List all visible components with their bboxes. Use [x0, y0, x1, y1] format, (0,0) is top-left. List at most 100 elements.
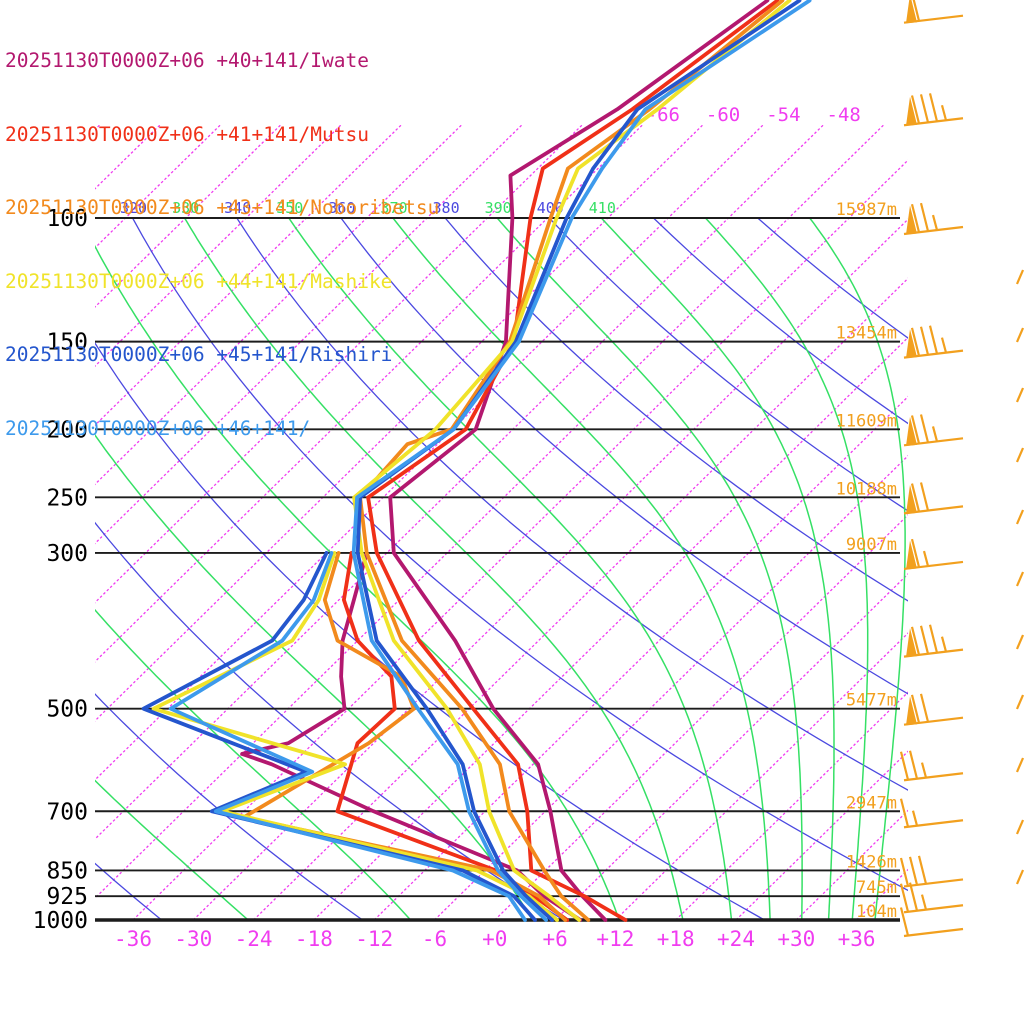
- theta-label: 380: [433, 199, 460, 217]
- dry-adiabat-line: [340, 218, 908, 695]
- moist-adiabat-line: [600, 218, 835, 920]
- dry-adiabat-line: [444, 218, 908, 602]
- pressure-label: 200: [46, 417, 88, 443]
- temp-tick-label: -12: [355, 927, 393, 951]
- wind-barb: [903, 624, 964, 658]
- moist-adiabat-line: [704, 218, 869, 920]
- isotherm-line: [313, 336, 908, 920]
- isotherm-line: [95, 125, 643, 663]
- pressure-label: 300: [46, 541, 88, 567]
- dry-adiabat-line: [95, 341, 766, 920]
- temp-axis-labels: -36 -30 -24 -18 -12 -6 +0 +6 +12 +18 +24 +30 +36: [114, 927, 876, 951]
- temp-tick-label: +36: [838, 927, 876, 951]
- temperature-curve-rishiri: [355, 0, 802, 922]
- isotherm-line: [735, 750, 908, 920]
- isotherm-line: [95, 125, 824, 840]
- theta-label: 370: [380, 199, 407, 217]
- temp-tick-label: +30: [777, 927, 815, 951]
- theta-label: 320: [120, 199, 147, 217]
- isotherm-line: [95, 125, 402, 427]
- isotherm-line: [614, 632, 908, 920]
- isotherm-line: [95, 125, 583, 604]
- temp-tick-label: -18: [295, 927, 333, 951]
- theta-label: 390: [485, 199, 512, 217]
- dry-adiabat-line: [95, 521, 565, 920]
- dewpoint-curve-46141: [168, 551, 527, 922]
- pressure-label: 700: [46, 799, 88, 825]
- temp-tick-label: +12: [596, 927, 634, 951]
- isotherm-line: [434, 454, 908, 920]
- moist-adiabat-line: [95, 433, 534, 920]
- moist-adiabat-line: [809, 218, 906, 920]
- moist-adiabat-line: [95, 779, 250, 920]
- isotherm-line: [917, 125, 1024, 920]
- height-label: 10188m: [836, 479, 897, 499]
- dry-adiabat-line: [236, 218, 908, 791]
- isotherm-line: [494, 513, 908, 920]
- height-label: 1426m: [846, 852, 897, 872]
- pressure-label: 100: [46, 206, 88, 232]
- moist-adiabat-line: [183, 218, 684, 920]
- height-label: 13454m: [836, 324, 897, 344]
- wind-barb: [903, 202, 964, 236]
- moist-adiabat-line: [288, 218, 733, 920]
- theta-label: 360: [328, 199, 355, 217]
- wind-barb: [903, 693, 964, 726]
- moist-adiabat-line: [392, 218, 771, 920]
- theta-label: 410: [589, 199, 616, 217]
- dry-adiabat-line: [653, 218, 908, 425]
- isotherm-line: [95, 125, 523, 545]
- temperature-curve-noboribetsu: [358, 0, 785, 922]
- height-label: 2947m: [846, 793, 897, 813]
- height-label: 11609m: [836, 411, 897, 431]
- sounding-legend: 20251130T0000Z+06 +40+141/Iwate 20251130…: [5, 0, 439, 490]
- wind-barb: [903, 414, 964, 447]
- height-label: 15987m: [836, 200, 897, 220]
- wind-barb: [899, 907, 964, 938]
- legend-entry: 20251130T0000Z+06 +45+141/Rishiri: [5, 343, 393, 366]
- isotherm-line: [192, 218, 908, 920]
- isotherm-line: [95, 125, 885, 900]
- wind-barb: [899, 882, 964, 914]
- legend-entry: 20251130T0000Z+06 +41+141/Mutsu: [5, 122, 369, 146]
- isotherm-line: [795, 809, 908, 920]
- isotherm-line: [675, 691, 908, 920]
- theta-label: 350: [276, 199, 303, 217]
- dry-adiabat-line: [548, 218, 908, 512]
- upper-isotherm-label: -60: [706, 104, 740, 126]
- theta-label: 340: [224, 199, 251, 217]
- wind-barb: [903, 538, 964, 571]
- isotherm-line: [95, 125, 462, 486]
- temp-tick-label: -36: [114, 927, 152, 951]
- wind-barb: [903, 93, 964, 127]
- legend-entry: 20251130T0000Z+06 +40+141/Iwate: [5, 49, 369, 72]
- legend-entry: 20251130T0000Z+06 +43+141/Noboribetsu: [5, 196, 440, 219]
- upper-isotherm-label: -54: [766, 104, 800, 126]
- height-label: 745m: [856, 878, 897, 898]
- isotherm-line: [253, 277, 908, 920]
- dry-adiabats-group: [95, 218, 908, 920]
- wind-barb: [903, 0, 964, 24]
- isotherm-line: [373, 395, 908, 920]
- moist-adiabat-line: [95, 244, 621, 920]
- pressure-label: 500: [46, 697, 88, 723]
- pressure-label: 925: [46, 884, 88, 910]
- station-curves-group: [141, 0, 812, 922]
- temperature-curve-mutsu: [366, 0, 780, 922]
- temp-tick-label: -24: [235, 927, 273, 951]
- dry-adiabat-line: [757, 218, 908, 339]
- isotherm-line: [95, 125, 342, 367]
- moist-adiabats-group: [95, 218, 906, 920]
- wind-barb: [899, 798, 964, 829]
- pressure-label: 850: [46, 858, 88, 884]
- legend-entry: 20251130T0000Z+06 +44+141/Mashike: [5, 269, 393, 293]
- legend-entry: 20251130T0000Z+06 +46+141/: [5, 416, 311, 440]
- height-label: 9007m: [846, 535, 897, 555]
- wind-barb: [903, 325, 964, 359]
- moist-adiabat-line: [496, 218, 803, 920]
- wind-barb: [899, 750, 964, 782]
- pressure-levels-group: 100 15987m 150 13454m 200 11609m 250 10188m 300 9…: [33, 200, 900, 934]
- theta-label: 330: [172, 199, 199, 217]
- dry-adiabat-line: [132, 218, 908, 892]
